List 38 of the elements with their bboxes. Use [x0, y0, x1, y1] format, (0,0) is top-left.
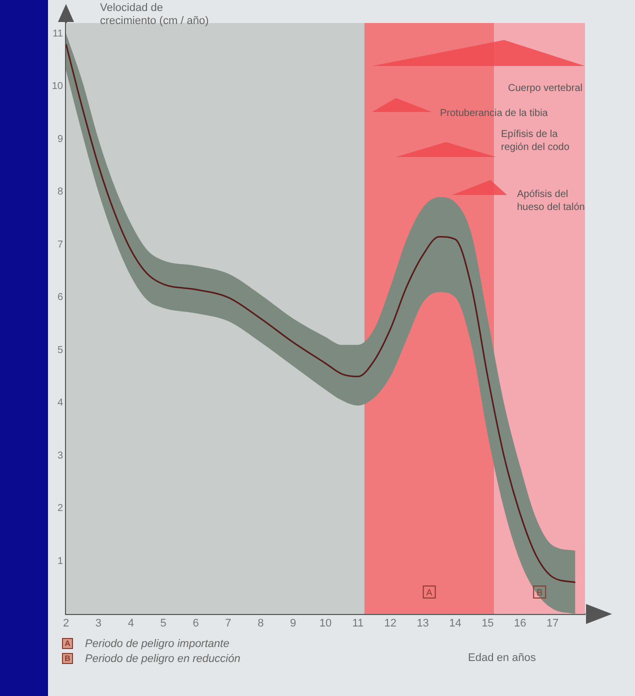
band-label: A: [426, 587, 432, 598]
x-tick-label: 4: [128, 618, 134, 630]
x-tick-label: 8: [258, 618, 264, 630]
x-axis-title: Edad en años: [468, 652, 536, 664]
y-tick-label: 1: [57, 556, 64, 567]
y-tick-label: 7: [57, 239, 64, 250]
y-tick-label: 9: [57, 134, 64, 145]
x-tick-label: 13: [416, 618, 429, 630]
x-tick-label: 11: [352, 618, 364, 630]
x-tick-label: 7: [225, 618, 232, 630]
x-tick-label: 16: [514, 618, 526, 630]
x-tick-label: 5: [160, 618, 166, 630]
y-tick-label: 11: [52, 28, 64, 40]
y-tick-label: 4: [57, 398, 64, 409]
annotation: Protuberancia de la tibia: [440, 107, 549, 120]
x-tick-label: 12: [384, 618, 396, 630]
y-tick-label: 10: [52, 81, 64, 92]
x-tick-label: 3: [95, 618, 102, 630]
text: A: [64, 639, 70, 648]
y-tick-label: 2: [57, 503, 64, 514]
text: Periodo de peligro en reducción: [85, 652, 240, 664]
y-tick-label: 8: [57, 186, 64, 198]
y-tick-label: 3: [57, 450, 64, 462]
y-tick-label: 5: [57, 344, 64, 356]
annotation: Cuerpo vertebral: [508, 82, 584, 95]
band-label: B: [536, 587, 543, 598]
annotation: Apófisis del hueso del talón: [517, 188, 586, 214]
x-tick-label: 17: [546, 618, 559, 630]
text: B: [64, 654, 70, 663]
x-tick-label: 14: [449, 618, 462, 630]
annotation: Epífisis de la región del codo: [501, 128, 570, 154]
y-axis-title: Velocidad de crecimiento (cm / año): [100, 2, 210, 28]
x-tick-label: 15: [482, 618, 494, 630]
text: Periodo de peligro importante: [85, 638, 230, 650]
x-tick-label: 9: [290, 618, 296, 630]
y-tick-label: 6: [57, 292, 64, 304]
x-tick-label: 10: [319, 618, 332, 630]
x-tick-label: 6: [192, 618, 199, 630]
